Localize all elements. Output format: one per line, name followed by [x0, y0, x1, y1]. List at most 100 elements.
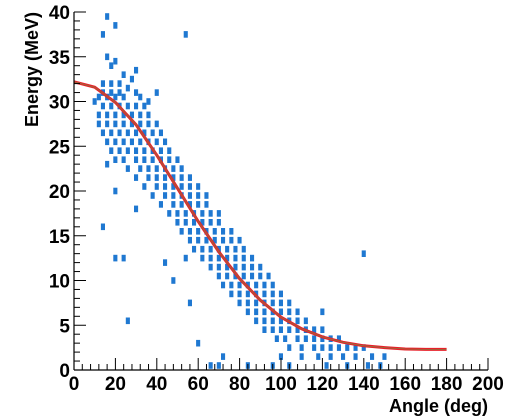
data-point: [183, 219, 188, 226]
data-point: [113, 138, 118, 146]
data-point: [237, 290, 242, 298]
data-point: [154, 174, 159, 181]
data-point: [138, 120, 143, 128]
data-point: [341, 353, 346, 360]
data-point: [266, 272, 271, 280]
data-point: [125, 147, 130, 154]
data-point: [187, 192, 192, 199]
data-point: [216, 254, 221, 262]
data-point: [245, 308, 250, 316]
data-point: [96, 111, 101, 119]
data-point: [320, 326, 325, 333]
fit-curve: [73, 80, 447, 351]
data-point: [225, 272, 230, 280]
data-point: [129, 111, 134, 119]
data-point: [192, 219, 197, 226]
tick-labels: 0 20 40 60 80 100 120 140 160 180 200 0 5 10 15 20 25 30 3…: [49, 3, 504, 395]
fit-line: [73, 80, 447, 351]
data-point: [229, 281, 234, 289]
data-point: [245, 299, 250, 307]
data-point: [250, 263, 255, 271]
data-points: [92, 13, 387, 369]
x-tick-label: 180: [431, 374, 463, 395]
y-tick-label: 10: [49, 272, 70, 293]
data-point: [270, 317, 275, 325]
data-point: [221, 236, 226, 244]
data-point: [171, 183, 176, 190]
data-point: [233, 254, 238, 262]
x-tick-label: 100: [265, 374, 297, 395]
data-point: [105, 120, 110, 128]
data-point: [216, 272, 221, 280]
data-point: [117, 80, 122, 87]
data-point: [270, 299, 275, 307]
data-point: [109, 147, 114, 154]
data-point: [113, 57, 118, 65]
data-point: [270, 290, 275, 298]
data-point: [353, 353, 358, 360]
data-point: [171, 201, 176, 208]
data-point: [262, 308, 267, 316]
data-point: [129, 120, 134, 128]
data-point: [365, 362, 370, 369]
data-point: [105, 138, 110, 146]
data-point: [125, 129, 130, 137]
data-point: [192, 245, 197, 253]
data-point: [134, 147, 139, 154]
data-point: [109, 102, 114, 110]
data-point: [278, 290, 283, 298]
data-point: [92, 98, 97, 105]
fit-line-inner: [73, 81, 447, 350]
data-point: [100, 102, 105, 110]
data-point: [295, 335, 300, 342]
data-point: [254, 317, 259, 325]
data-point: [241, 245, 246, 253]
data-point: [216, 263, 221, 271]
data-point: [129, 75, 134, 83]
data-point: [200, 210, 205, 217]
data-point: [200, 254, 205, 262]
data-point: [158, 129, 163, 137]
data-point: [328, 344, 333, 351]
data-point: [117, 89, 122, 96]
data-point: [150, 129, 155, 137]
x-tick-label: 0: [69, 374, 80, 395]
data-point: [303, 335, 308, 342]
data-point: [150, 156, 155, 163]
data-point: [254, 308, 259, 316]
x-tick-label: 120: [307, 374, 339, 395]
data-point: [312, 344, 317, 351]
data-point: [134, 89, 139, 96]
x-tick-label: 160: [389, 374, 421, 395]
data-point: [142, 183, 147, 190]
data-point: [154, 89, 159, 96]
data-point: [208, 210, 213, 217]
data-point: [121, 156, 126, 163]
data-point: [163, 138, 168, 146]
data-point: [142, 147, 147, 154]
data-point: [179, 183, 184, 190]
data-point: [229, 228, 234, 235]
data-point: [96, 120, 101, 128]
x-tick-label: 80: [229, 374, 250, 395]
data-point: [113, 120, 118, 128]
data-point: [183, 210, 188, 217]
data-point: [241, 254, 246, 262]
data-point: [96, 93, 101, 101]
x-tick-label: 60: [188, 374, 209, 395]
data-point: [200, 245, 205, 253]
data-point: [105, 13, 110, 20]
data-point: [125, 102, 130, 110]
data-point: [163, 192, 168, 199]
data-point: [204, 201, 209, 208]
data-point: [179, 228, 184, 235]
data-point: [109, 89, 114, 96]
data-point: [229, 236, 234, 244]
data-point: [254, 299, 259, 307]
data-point: [146, 111, 151, 119]
data-point: [154, 165, 159, 172]
data-point: [208, 263, 213, 271]
data-point: [245, 281, 250, 289]
data-point: [370, 353, 375, 360]
data-point: [233, 245, 238, 253]
